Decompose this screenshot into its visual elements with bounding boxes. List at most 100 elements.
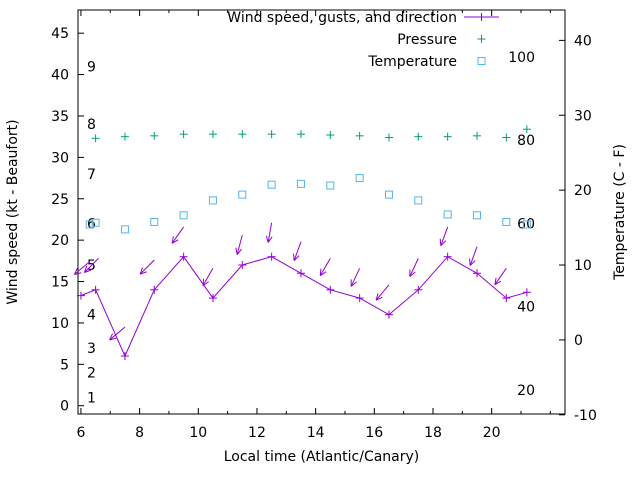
temperature-point [414, 196, 423, 205]
temperature-point [326, 181, 335, 190]
gust-arrow-barb [83, 265, 88, 273]
x-tick-label: 18 [424, 425, 442, 441]
y2-tick-label: 40 [574, 33, 592, 49]
beaufort-label: 3 [87, 341, 96, 357]
gust-arrow-barb [236, 248, 242, 255]
temperature-point [267, 180, 276, 189]
gust-arrow-barb [440, 240, 447, 247]
gust-arrow-barb [494, 280, 502, 286]
y-axis-title: Wind speed (kt - Beaufort) [5, 119, 21, 304]
gust-arrow-barb [469, 258, 471, 266]
beaufort-label: 1 [87, 390, 96, 406]
gust-arrow-barb [293, 255, 300, 261]
gust-arrow-barb [409, 271, 416, 277]
beaufort-label: 4 [87, 308, 96, 324]
gust-arrow-shaft [84, 258, 99, 273]
gust-arrow-barb [171, 236, 174, 244]
gust-arrow-barb [494, 277, 497, 285]
x-tick-label: 8 [135, 425, 144, 441]
y-tick-label: 30 [51, 150, 69, 166]
gust-arrow-shaft [109, 326, 126, 341]
y-tick-label: 35 [51, 109, 69, 125]
y-tick-label: 10 [51, 316, 69, 332]
gust-arrow-shaft [171, 226, 185, 244]
y2-axis-title: Temperature (C - F) [612, 144, 628, 281]
gust-arrow-barb [235, 247, 238, 255]
gust-arrow-barb [74, 272, 82, 276]
gust-arrow-shaft [494, 268, 507, 285]
gust-arrow-barb [375, 296, 383, 301]
x-axis-title: Local time (Atlantic/Canary) [224, 449, 420, 465]
temperature-point [355, 174, 364, 183]
fahrenheit-label: 20 [517, 383, 535, 399]
gust-arrow-shaft [319, 258, 331, 276]
temperature-point [296, 179, 305, 188]
x-tick-label: 20 [483, 425, 501, 441]
fahrenheit-label: 40 [517, 300, 535, 316]
temperature-legend-sample [477, 57, 486, 65]
gust-arrow-shaft [469, 246, 478, 266]
temperature-point [472, 211, 481, 220]
fahrenheit-label: 60 [517, 216, 535, 232]
gust-arrow-barb [469, 260, 476, 266]
temperature-point [384, 190, 393, 199]
temperature-legend-label: Temperature [367, 54, 457, 70]
gust-arrow-shaft [440, 226, 449, 246]
x-tick-label: 6 [76, 425, 85, 441]
temperature-point [522, 220, 531, 229]
gust-arrow-shaft [350, 268, 361, 287]
temperature-point [120, 225, 129, 234]
temperature-point [91, 218, 100, 227]
gust-arrow-shaft [236, 235, 243, 255]
gust-arrow-barb [139, 271, 147, 275]
gust-arrow-barb [202, 278, 205, 286]
x-tick-label: 12 [248, 425, 266, 441]
gust-arrow-shaft [409, 258, 419, 277]
gust-arrow-barb [84, 269, 92, 273]
gust-arrow-barb [320, 271, 327, 277]
gust-arrow-barb [73, 267, 78, 275]
gust-arrow-barb [202, 281, 209, 287]
gust-arrow-barb [350, 281, 357, 287]
temperature-point [208, 196, 217, 205]
gust-arrow-barb [319, 268, 322, 276]
fahrenheit-label: 80 [517, 133, 535, 149]
y-tick-label: 20 [51, 233, 69, 249]
temperature-point [502, 217, 511, 226]
y-tick-label: 5 [60, 357, 69, 373]
temperature-point [179, 211, 188, 220]
gust-arrow-shaft [139, 259, 155, 275]
y2-tick-label: -10 [574, 408, 597, 424]
x-tick-label: 16 [365, 425, 383, 441]
gust-arrow-shaft [202, 268, 214, 286]
temperature-point [150, 217, 159, 226]
y-tick-label: 25 [51, 192, 69, 208]
y2-tick-label: 20 [574, 183, 592, 199]
beaufort-label: 6 [87, 217, 96, 233]
beaufort-label: 7 [87, 167, 96, 183]
gust-arrow-shaft [74, 261, 91, 275]
x-tick-label: 10 [189, 425, 207, 441]
fahrenheit-label: 100 [508, 50, 535, 66]
gust-arrow-barb [109, 337, 117, 341]
gust-arrow-shaft [293, 241, 302, 261]
gust-arrow-barb [139, 267, 143, 275]
y2-tick-label: 30 [574, 108, 592, 124]
wind-legend-label: Wind speed, gusts, and direction [227, 10, 457, 26]
y-tick-label: 40 [51, 68, 69, 84]
gust-arrow-barb [439, 238, 442, 246]
gust-arrow-barb [171, 239, 179, 244]
beaufort-label: 2 [87, 366, 96, 382]
temperature-point [443, 210, 452, 219]
gust-arrow-shaft [375, 284, 390, 301]
y-tick-label: 0 [60, 399, 69, 415]
temperature-point [238, 190, 247, 199]
y-tick-label: 15 [51, 275, 69, 291]
plot-border [77, 9, 566, 415]
gust-arrow-barb [375, 293, 379, 301]
gust-arrow-barb [293, 253, 295, 261]
gust-arrow-shaft [267, 222, 273, 243]
pressure-legend-label: Pressure [397, 32, 457, 48]
